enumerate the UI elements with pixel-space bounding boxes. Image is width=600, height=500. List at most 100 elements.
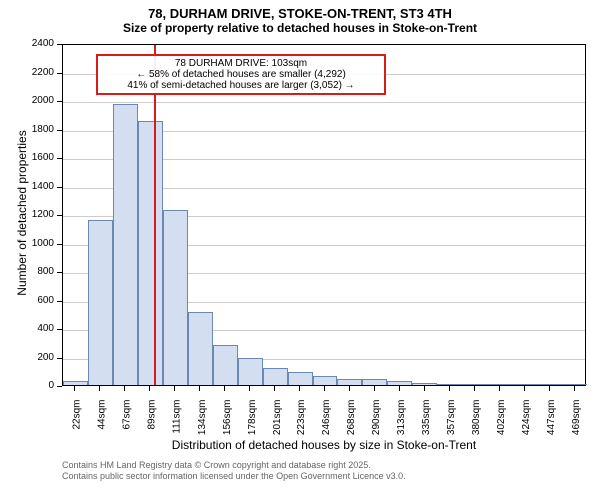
x-tick-label: 447sqm bbox=[546, 400, 557, 436]
histogram-bar bbox=[362, 379, 387, 385]
y-tick-mark bbox=[57, 272, 62, 273]
x-tick-mark bbox=[374, 386, 375, 391]
histogram-bar bbox=[437, 384, 462, 385]
x-tick-mark bbox=[99, 386, 100, 391]
x-tick-mark bbox=[274, 386, 275, 391]
x-tick-mark bbox=[74, 386, 75, 391]
histogram-bar bbox=[337, 379, 362, 385]
x-tick-label: 268sqm bbox=[346, 400, 357, 436]
x-tick-label: 246sqm bbox=[322, 400, 333, 436]
x-tick-mark bbox=[399, 386, 400, 391]
y-tick-mark bbox=[57, 73, 62, 74]
x-tick-label: 178sqm bbox=[247, 400, 258, 436]
x-tick-mark bbox=[474, 386, 475, 391]
y-tick-label: 1800 bbox=[14, 124, 54, 135]
x-tick-label: 89sqm bbox=[147, 400, 158, 430]
y-tick-mark bbox=[57, 44, 62, 45]
y-tick-label: 800 bbox=[14, 266, 54, 277]
x-tick-label: 111sqm bbox=[172, 400, 183, 434]
histogram-bar bbox=[188, 312, 213, 385]
histogram-bar bbox=[313, 376, 338, 385]
y-tick-mark bbox=[57, 244, 62, 245]
footnote-line-1: Contains HM Land Registry data © Crown c… bbox=[62, 460, 406, 471]
x-tick-label: 357sqm bbox=[446, 400, 457, 436]
y-tick-mark bbox=[57, 158, 62, 159]
y-tick-mark bbox=[57, 329, 62, 330]
x-tick-mark bbox=[349, 386, 350, 391]
x-tick-label: 223sqm bbox=[297, 400, 308, 436]
histogram-bar bbox=[412, 383, 437, 385]
histogram-bar bbox=[487, 384, 512, 385]
y-tick-mark bbox=[57, 215, 62, 216]
annotation-callout: 78 DURHAM DRIVE: 103sqm ← 58% of detache… bbox=[96, 54, 386, 95]
x-tick-mark bbox=[549, 386, 550, 391]
x-tick-mark bbox=[449, 386, 450, 391]
histogram-bar bbox=[238, 358, 263, 385]
x-tick-label: 44sqm bbox=[97, 400, 108, 430]
x-tick-label: 156sqm bbox=[222, 400, 233, 436]
reference-line bbox=[154, 45, 156, 385]
x-tick-mark bbox=[424, 386, 425, 391]
x-tick-mark bbox=[524, 386, 525, 391]
annotation-line-1: 78 DURHAM DRIVE: 103sqm bbox=[102, 58, 380, 69]
y-tick-label: 1400 bbox=[14, 181, 54, 192]
x-tick-label: 424sqm bbox=[521, 400, 532, 436]
y-tick-mark bbox=[57, 187, 62, 188]
y-tick-mark bbox=[57, 101, 62, 102]
x-tick-label: 201sqm bbox=[272, 400, 283, 436]
y-tick-label: 2000 bbox=[14, 95, 54, 106]
annotation-line-3: 41% of semi-detached houses are larger (… bbox=[102, 80, 380, 91]
x-axis-label: Distribution of detached houses by size … bbox=[62, 438, 586, 452]
x-tick-mark bbox=[124, 386, 125, 391]
y-tick-label: 2400 bbox=[14, 38, 54, 49]
histogram-bar bbox=[288, 372, 313, 385]
histogram-bar bbox=[263, 368, 288, 385]
histogram-bar bbox=[537, 384, 562, 385]
histogram-bar bbox=[113, 104, 138, 385]
annotation-line-2: ← 58% of detached houses are smaller (4,… bbox=[102, 69, 380, 80]
histogram-bar bbox=[562, 384, 587, 385]
histogram-bar bbox=[387, 381, 412, 385]
histogram-bar bbox=[88, 220, 113, 385]
x-tick-mark bbox=[574, 386, 575, 391]
histogram-bar bbox=[63, 381, 88, 385]
y-tick-label: 1200 bbox=[14, 209, 54, 220]
x-tick-mark bbox=[249, 386, 250, 391]
histogram-bar bbox=[512, 384, 537, 385]
y-tick-label: 400 bbox=[14, 323, 54, 334]
x-tick-mark bbox=[499, 386, 500, 391]
y-tick-mark bbox=[57, 358, 62, 359]
x-tick-mark bbox=[174, 386, 175, 391]
x-tick-label: 22sqm bbox=[72, 400, 83, 430]
x-tick-label: 402sqm bbox=[496, 400, 507, 436]
histogram-bar bbox=[213, 345, 238, 385]
y-tick-label: 600 bbox=[14, 295, 54, 306]
x-tick-mark bbox=[149, 386, 150, 391]
x-tick-label: 134sqm bbox=[197, 400, 208, 436]
histogram-bar bbox=[138, 121, 163, 385]
chart-subtitle: Size of property relative to detached ho… bbox=[0, 21, 600, 35]
footnote-line-2: Contains public sector information licen… bbox=[62, 471, 406, 482]
y-tick-label: 200 bbox=[14, 352, 54, 363]
chart-container: 78, DURHAM DRIVE, STOKE-ON-TRENT, ST3 4T… bbox=[0, 0, 600, 500]
y-tick-mark bbox=[57, 301, 62, 302]
x-tick-label: 67sqm bbox=[122, 400, 133, 430]
x-tick-mark bbox=[199, 386, 200, 391]
y-tick-label: 0 bbox=[14, 380, 54, 391]
x-tick-mark bbox=[224, 386, 225, 391]
x-tick-mark bbox=[324, 386, 325, 391]
grid-line bbox=[63, 102, 585, 103]
y-tick-label: 2200 bbox=[14, 67, 54, 78]
x-tick-mark bbox=[299, 386, 300, 391]
y-tick-mark bbox=[57, 130, 62, 131]
histogram-bar bbox=[163, 210, 188, 385]
histogram-bar bbox=[462, 384, 487, 385]
y-tick-mark bbox=[57, 386, 62, 387]
x-tick-label: 290sqm bbox=[371, 400, 382, 436]
x-tick-label: 380sqm bbox=[471, 400, 482, 436]
x-tick-label: 313sqm bbox=[396, 400, 407, 436]
x-tick-label: 469sqm bbox=[571, 400, 582, 436]
footnote: Contains HM Land Registry data © Crown c… bbox=[62, 460, 406, 482]
plot-area bbox=[62, 44, 586, 386]
y-tick-label: 1600 bbox=[14, 152, 54, 163]
